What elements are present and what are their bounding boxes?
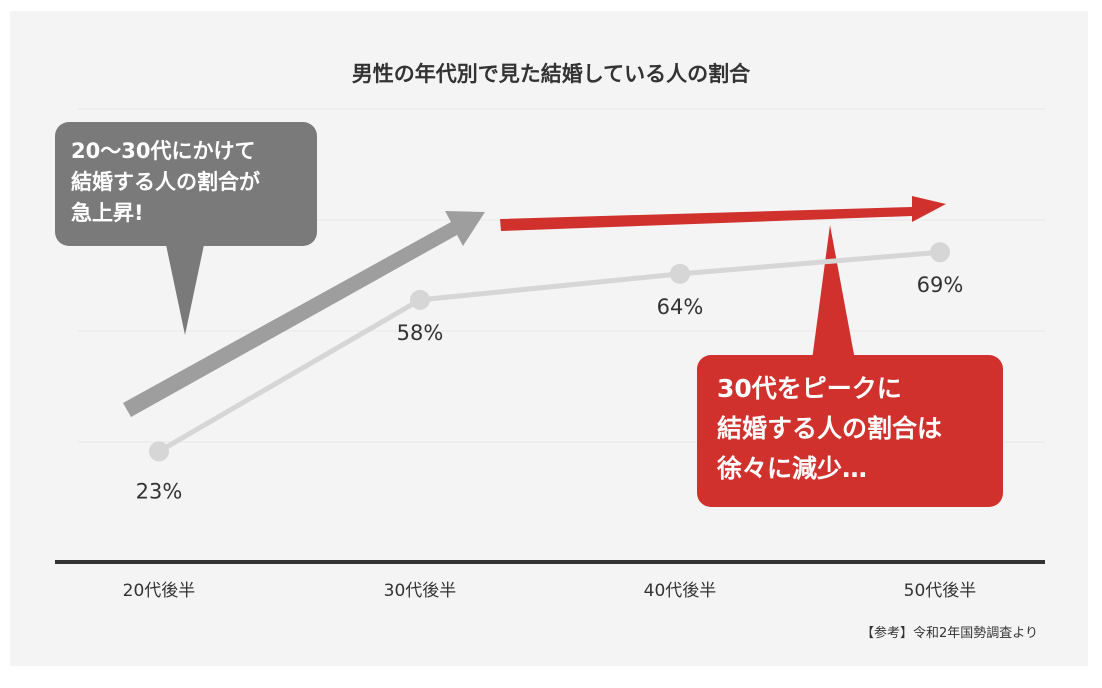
data-label: 69% [917,273,964,297]
data-label: 58% [397,321,444,345]
chart-panel [10,11,1088,666]
red-callout: 30代をピークに 結婚する人の割合は 徐々に減少… [697,355,1003,507]
gray-callout-tail [165,240,205,335]
peak-arrow [500,196,946,231]
data-point [930,242,950,263]
red-callout-line: 30代をピークに [717,374,902,403]
gray-callout-line: 20〜30代にかけて [71,139,256,163]
gray-callout-line: 結婚する人の割合が [71,170,260,194]
x-tick-label: 50代後半 [904,581,977,601]
red-callout-line: 徐々に減少… [717,454,868,483]
red-callout-tail [812,225,855,360]
data-point [149,441,169,462]
x-tick-label: 40代後半 [644,581,717,601]
data-point [410,289,430,310]
red-callout-line: 結婚する人の割合は [717,414,943,443]
chart-title: 男性の年代別で見た結婚している人の割合 [351,62,751,86]
gray-callout-line: 急上昇! [71,201,144,225]
data-label: 64% [657,295,704,319]
gray-callout: 20〜30代にかけて 結婚する人の割合が 急上昇! [55,122,317,246]
rising-arrow [123,211,485,417]
series-line [157,249,941,454]
data-point [670,263,690,284]
data-label: 23% [136,479,183,503]
x-tick-label: 30代後半 [384,581,457,601]
source-note: 【参考】令和2年国勢調査より [860,626,1038,641]
x-tick-label: 20代後半 [123,581,196,601]
